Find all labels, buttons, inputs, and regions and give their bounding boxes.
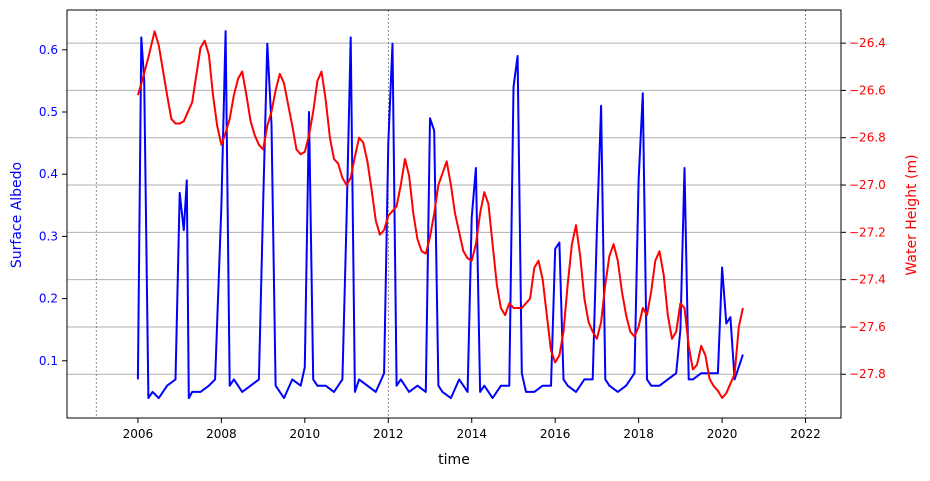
x-tick-label: 2022 (790, 427, 821, 441)
grid-layer (67, 42, 841, 375)
x-tick-label: 2012 (373, 427, 404, 441)
right-y-tick-label: −26.8 (849, 131, 886, 145)
x-axis-ticks: 2006 2008 2010 2012 2014 2016 2018 2020 2022 (123, 418, 821, 441)
albedo-series-line (136, 30, 744, 400)
x-tick-label: 2014 (456, 427, 487, 441)
left-y-tick-label: 0.3 (39, 229, 58, 243)
x-tick-label: 2006 (123, 427, 154, 441)
left-y-axis-ticks: 0.1 0.2 0.3 0.4 0.5 0.6 (39, 43, 67, 368)
right-y-tick-label: −26.6 (849, 83, 886, 97)
right-y-tick-label: −27.4 (849, 273, 886, 287)
right-y-axis-label: Water Height (m) (904, 154, 920, 275)
axes-frame (66, 9, 842, 419)
water-height-series-line (136, 30, 744, 399)
x-tick-label: 2020 (707, 427, 738, 441)
left-y-axis-label: Surface Albedo (9, 162, 25, 268)
series-layer (136, 30, 744, 400)
vertical-reference-lines (95, 10, 806, 418)
left-y-tick-label: 0.4 (39, 167, 58, 181)
x-tick-label: 2010 (290, 427, 321, 441)
x-tick-label: 2016 (540, 427, 571, 441)
right-y-tick-label: −26.4 (849, 36, 886, 50)
right-y-tick-label: −27.8 (849, 367, 886, 381)
x-tick-label: 2018 (623, 427, 654, 441)
right-y-tick-label: −27.0 (849, 178, 886, 192)
right-y-axis-ticks: −27.8 −27.6 −27.4 −27.2 −27.0 −26.8 −26.6 −26.4 (841, 36, 886, 381)
right-y-tick-label: −27.6 (849, 320, 886, 334)
x-axis-label: time (438, 452, 470, 468)
x-tick-label: 2008 (206, 427, 237, 441)
left-y-tick-label: 0.5 (39, 105, 58, 119)
right-y-tick-label: −27.2 (849, 225, 886, 239)
left-y-tick-label: 0.6 (39, 43, 58, 57)
left-y-tick-label: 0.1 (39, 354, 58, 368)
left-y-tick-label: 0.2 (39, 292, 58, 306)
